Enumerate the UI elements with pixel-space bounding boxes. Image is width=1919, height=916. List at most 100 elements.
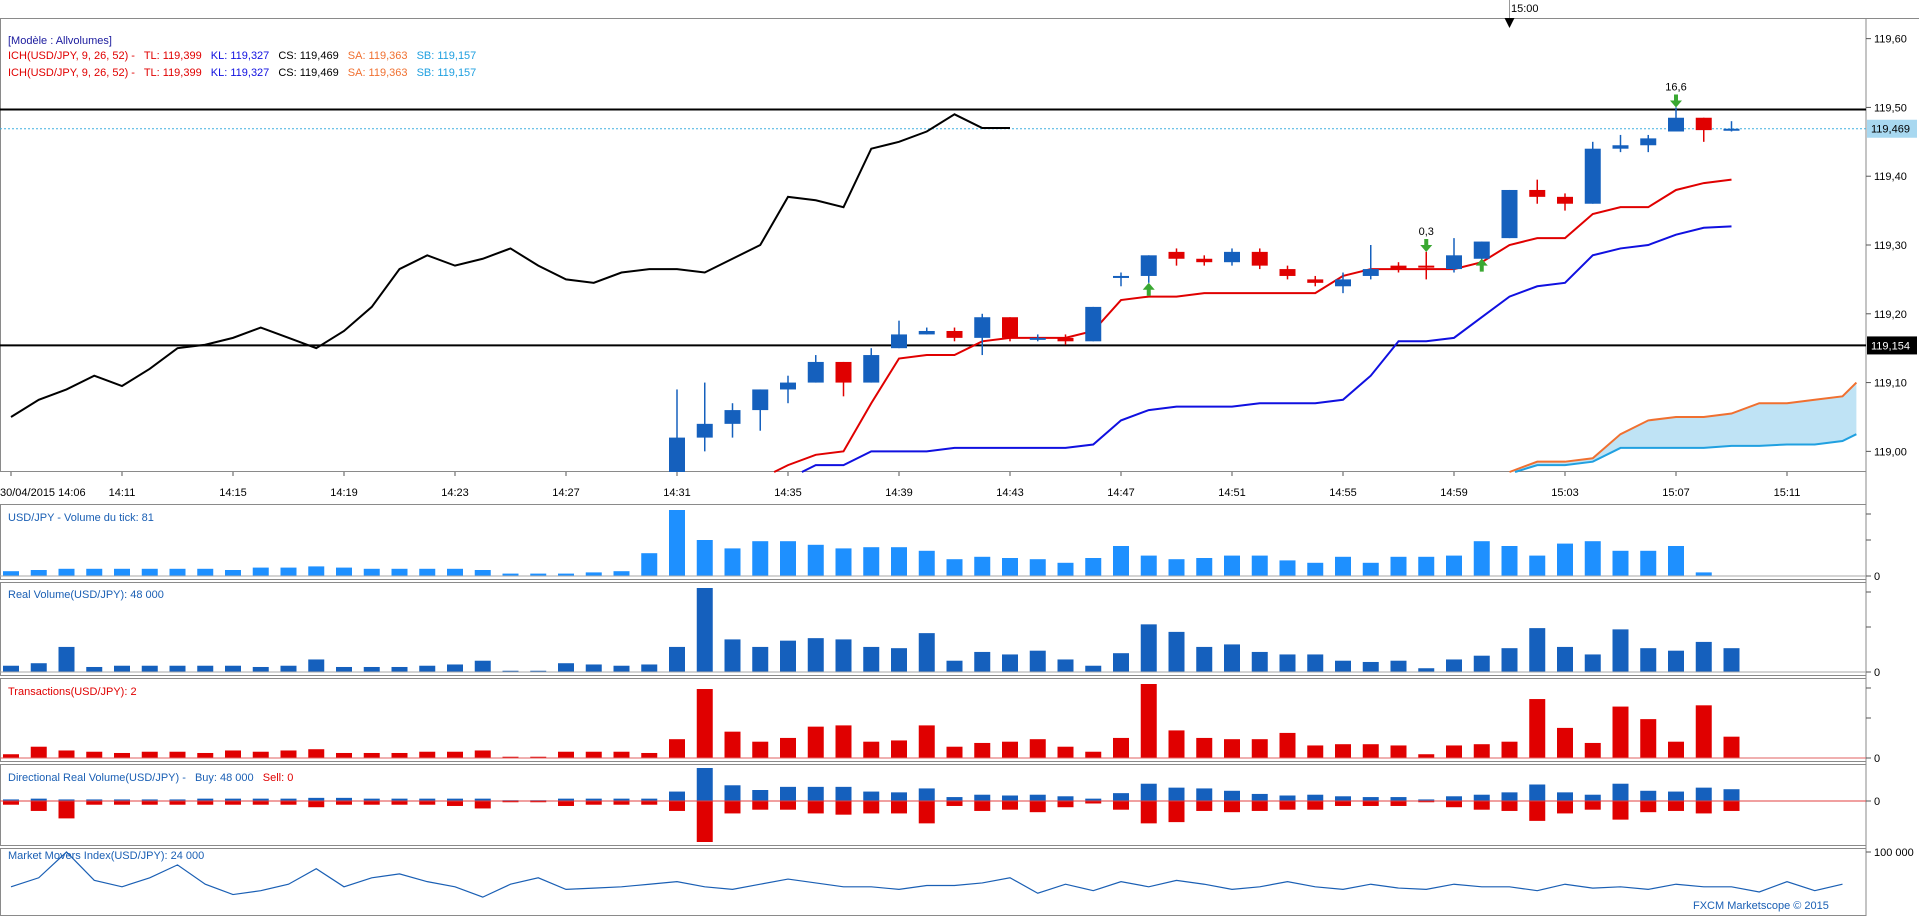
volume-bar (558, 663, 574, 672)
sell-volume-bar (918, 801, 935, 824)
volume-bar (585, 751, 602, 758)
volume-bar (558, 573, 574, 576)
volume-bar (1029, 559, 1046, 576)
ich-sb: SB: 119,157 (416, 67, 477, 79)
volume-bar (1029, 739, 1046, 758)
sell-volume-bar (3, 801, 19, 805)
volume-bar (835, 639, 852, 672)
sell-volume-bar (1168, 801, 1185, 823)
pane-frame-0 (0, 18, 1867, 472)
volume-bar (114, 665, 130, 672)
volume-bar (1612, 706, 1629, 758)
volume-bar (1473, 655, 1490, 672)
buy-volume-bar (336, 797, 352, 801)
y-tick-label: 119,10 (1874, 378, 1907, 390)
volume-bar (169, 665, 186, 672)
buy-volume-bar (863, 791, 880, 801)
buy-volume-bar (1584, 794, 1601, 801)
volume-bar (1362, 661, 1379, 672)
volume-bar (1140, 555, 1157, 576)
x-tick-label: 14:11 (109, 487, 136, 499)
y-tick-label: 119,40 (1874, 171, 1907, 183)
sell-volume-bar (1418, 801, 1435, 803)
volume-bar (3, 571, 19, 576)
volume-bar (1695, 705, 1712, 758)
sell-volume-bar (447, 801, 463, 806)
sell-volume-bar (946, 801, 963, 806)
candle-body (1251, 251, 1268, 266)
pane-frame-5 (0, 848, 1867, 916)
volume-bar (918, 725, 935, 758)
volume-bar (558, 751, 574, 758)
sell-volume-bar (752, 801, 769, 810)
kijun-sen-line (801, 225, 1732, 473)
y-tick-label: 119,00 (1874, 446, 1907, 458)
volume-bar (1529, 555, 1546, 576)
volume-bar (474, 570, 491, 576)
signal-down-arrow-icon (1670, 94, 1682, 108)
volume-bar (1057, 659, 1074, 672)
sell-volume-bar (1390, 801, 1407, 806)
buy-volume-bar (141, 799, 158, 801)
volume-bar (1279, 560, 1296, 576)
buy-volume-bar (974, 794, 991, 801)
candle-body (891, 334, 907, 349)
buy-volume-bar (169, 799, 186, 801)
y-tick-label: 119,60 (1874, 34, 1907, 46)
candle-body (1279, 269, 1296, 276)
x-tick-label: 14:59 (1440, 487, 1468, 499)
sell-volume-bar (1557, 801, 1573, 814)
volume-bar (669, 739, 685, 758)
buy-volume-bar (447, 798, 463, 801)
volume-bar (946, 559, 963, 576)
sell-volume-bar (1723, 801, 1740, 811)
volume-bar (1584, 654, 1601, 672)
candle-body (863, 355, 880, 383)
volume-bar (58, 568, 75, 576)
drv-name: Directional Real Volume(USD/JPY) - (8, 772, 186, 784)
volume-bar (1584, 541, 1601, 576)
volume-bar (280, 750, 297, 758)
volume-bar (974, 556, 991, 576)
ich-sa: SA: 119,363 (347, 50, 408, 62)
volume-bar (141, 751, 158, 758)
volume-bar (1113, 653, 1129, 672)
volume-bar (308, 566, 325, 576)
candle-body (1446, 255, 1462, 270)
buy-volume-bar (1390, 797, 1407, 801)
sell-volume-bar (1140, 801, 1157, 824)
volume-bar (1695, 641, 1712, 672)
sell-volume-bar (669, 801, 685, 811)
volume-bar (474, 660, 491, 672)
volume-bar (1113, 546, 1129, 576)
buy-volume-bar (696, 768, 713, 801)
volume-bar (1501, 546, 1518, 576)
volume-bar (1335, 744, 1351, 758)
volume-bar (1057, 562, 1074, 576)
buy-volume-bar (613, 798, 630, 801)
volume-bar (502, 670, 519, 672)
volume-bar (1307, 562, 1324, 576)
buy-volume-bar (752, 790, 769, 801)
sell-volume-bar (502, 801, 519, 803)
buy-volume-bar (1113, 793, 1129, 801)
sell-volume-bar (474, 801, 491, 809)
volume-bar (1668, 546, 1684, 576)
volume-bar (669, 510, 685, 576)
buy-volume-bar (308, 797, 325, 801)
ich-cs: CS: 119,469 (278, 50, 339, 62)
sell-volume-bar (1612, 801, 1629, 820)
volume-bar (1140, 624, 1157, 672)
sell-volume-bar (252, 801, 269, 805)
volume-bar (58, 750, 75, 758)
sell-volume-bar (1335, 801, 1351, 806)
sell-volume-bar (724, 801, 741, 814)
x-tick-label: 14:51 (1218, 487, 1246, 499)
buy-volume-bar (252, 798, 269, 801)
volume-bar (752, 541, 769, 576)
sell-volume-bar (1584, 801, 1601, 810)
x-tick-label: 14:43 (996, 487, 1024, 499)
ich-name: ICH(USD/JPY, 9, 26, 52) - (8, 50, 135, 62)
buy-volume-bar (225, 798, 241, 801)
